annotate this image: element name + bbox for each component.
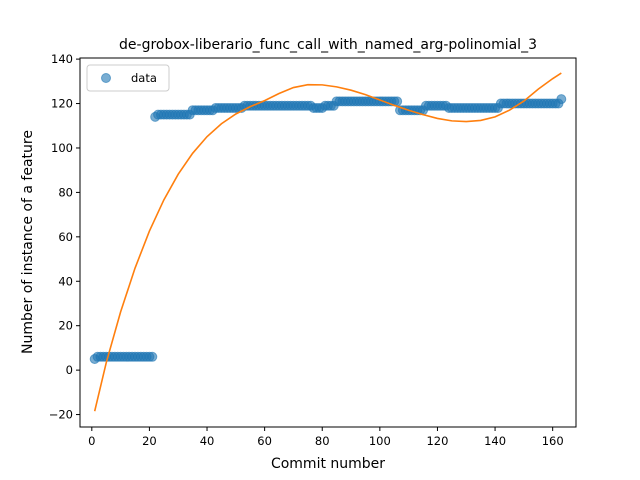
x-tick-label: 40	[200, 434, 215, 448]
data-point	[556, 94, 567, 105]
x-tick-label: 60	[257, 434, 272, 448]
fit-line	[93, 72, 562, 412]
legend-marker-data	[101, 73, 111, 83]
y-tick-label: 40	[58, 274, 73, 288]
fit-line-layer	[93, 72, 562, 412]
y-tick-label: 140	[51, 52, 73, 66]
legend: data	[86, 64, 170, 92]
legend-label-data: data	[131, 71, 157, 85]
x-tick-label: 100	[369, 434, 391, 448]
y-tick-label: 100	[51, 141, 73, 155]
x-tick-label: 0	[88, 434, 95, 448]
y-tick-label: 20	[58, 319, 73, 333]
chart-title: de-grobox-liberario_func_call_with_named…	[119, 37, 537, 53]
y-axis-label: Number of instance of a feature	[20, 130, 36, 354]
data-points	[89, 94, 567, 365]
y-axis: −20 0 20 40 60 80 100 120 140	[49, 52, 80, 422]
x-tick-label: 140	[484, 434, 506, 448]
axes-frame	[79, 57, 577, 428]
y-tick-label: 0	[66, 363, 73, 377]
y-tick-label: 60	[58, 230, 73, 244]
x-axis: 0 20 40 60 80 100 120 140 160	[88, 427, 564, 448]
x-tick-label: 160	[542, 434, 564, 448]
data-point	[147, 351, 158, 362]
x-tick-label: 120	[426, 434, 448, 448]
x-tick-label: 80	[315, 434, 330, 448]
y-tick-label: −20	[49, 408, 73, 422]
x-tick-label: 20	[142, 434, 157, 448]
legend-box	[86, 64, 170, 92]
y-tick-label: 120	[51, 97, 73, 111]
y-tick-label: 80	[58, 185, 73, 199]
x-axis-label: Commit number	[271, 456, 385, 472]
